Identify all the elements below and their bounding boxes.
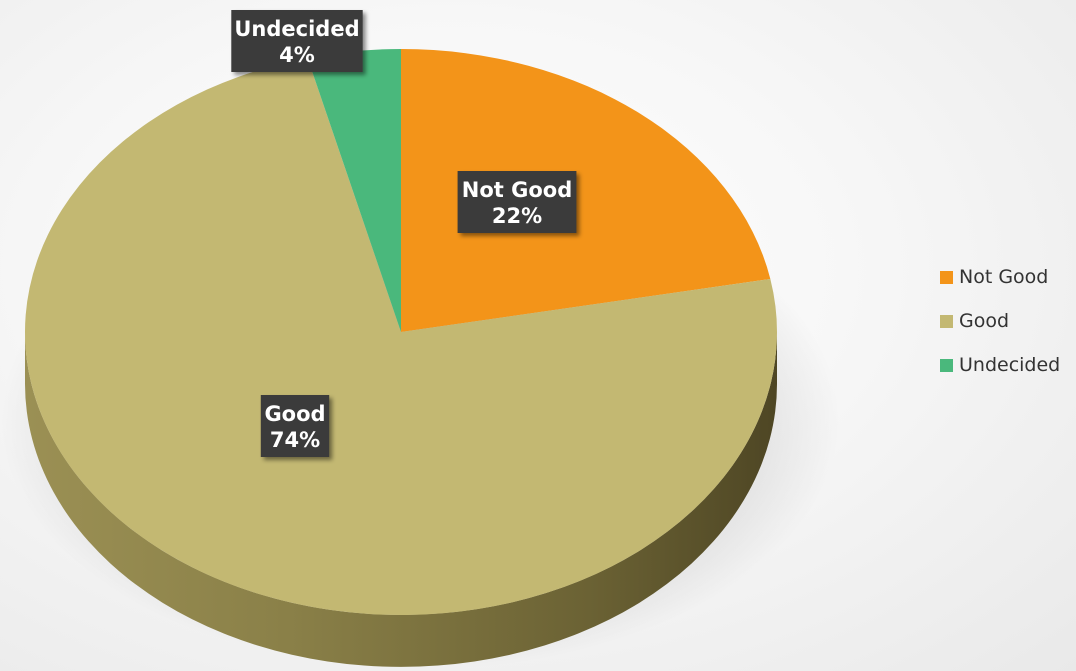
data-label-value: 4% — [279, 43, 315, 67]
data-label-box — [457, 171, 577, 233]
data-label-box — [260, 395, 330, 457]
pie-slice-undecided — [307, 49, 401, 332]
legend: Not Good Good Undecided — [940, 266, 1060, 398]
legend-item-not-good: Not Good — [940, 266, 1060, 288]
legend-label: Good — [959, 310, 1010, 332]
legend-swatch — [940, 270, 953, 284]
pie-slice-good — [24, 57, 777, 615]
data-label-name: Undecided — [234, 17, 359, 41]
data-label-box — [231, 10, 363, 72]
legend-label: Not Good — [959, 266, 1049, 288]
pie-side-wall — [25, 332, 777, 667]
legend-label: Undecided — [959, 354, 1061, 376]
data-label-name: Not Good — [462, 178, 572, 202]
pie-slices — [24, 49, 777, 615]
data-label-name: Good — [264, 402, 325, 426]
legend-swatch — [940, 314, 953, 328]
legend-item-undecided: Undecided — [940, 354, 1060, 376]
legend-swatch — [940, 358, 953, 372]
data-label-value: 22% — [492, 204, 542, 228]
pie-slice-not-good — [401, 49, 771, 332]
data-label-value: 74% — [270, 428, 320, 452]
legend-item-good: Good — [940, 310, 1060, 332]
